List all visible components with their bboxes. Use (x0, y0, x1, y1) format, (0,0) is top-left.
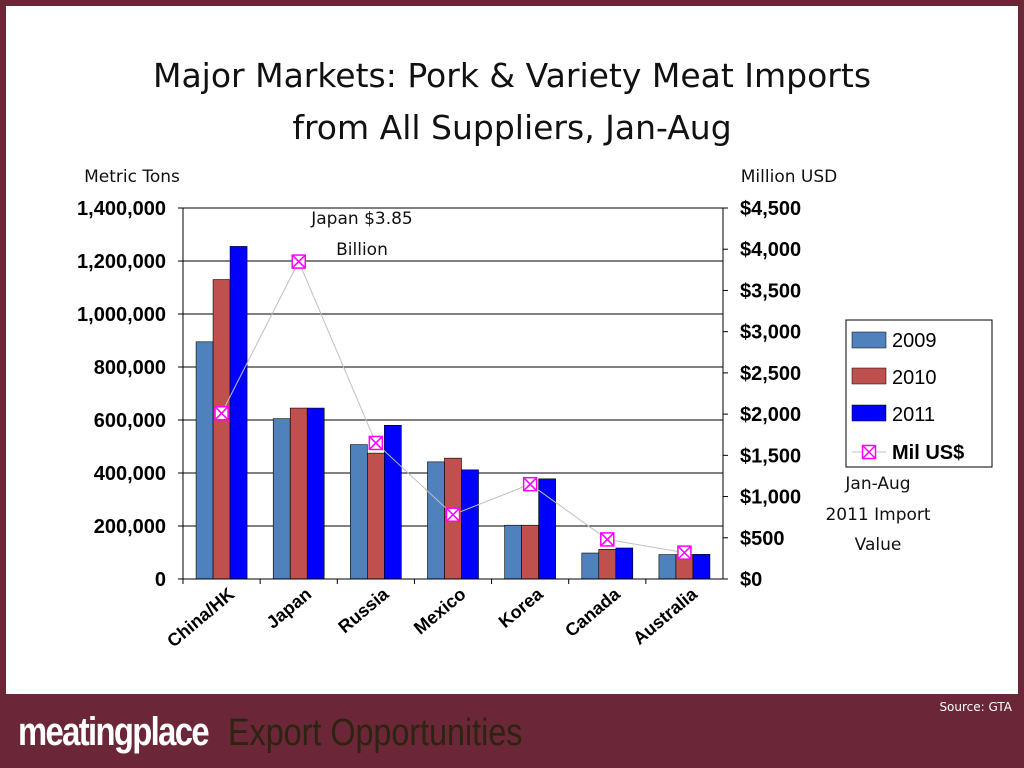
bar-2009-russia (350, 444, 368, 580)
title-line-1: Major Markets: Pork & Variety Meat Impor… (152, 56, 872, 95)
bar-2011-korea (538, 478, 556, 580)
left-tick-label: 600,000 (94, 410, 166, 432)
bar-2010-china-hk (212, 279, 231, 580)
bar-series (182, 246, 711, 584)
line-marker (600, 532, 615, 547)
plot-frame (182, 207, 724, 580)
bar-2009-japan (272, 418, 291, 580)
footer-tagline: Export Opportunities (228, 712, 523, 754)
line-marker (291, 254, 306, 269)
legend-swatch-2010 (851, 367, 887, 385)
category-label: China/HK (163, 584, 238, 651)
legend-marker (861, 444, 877, 460)
right-tick-label: $3,000 (740, 322, 801, 344)
brand-logo: meatingplace (18, 710, 210, 754)
right-axis-ticks: $4,500 $4,000 $3,500 $3,000 $2,500 $2,000 $1,5… (723, 198, 801, 591)
line-marker (214, 406, 229, 421)
line-marker (368, 435, 384, 451)
value-line-series (214, 254, 692, 560)
right-tick-label: $1,500 (740, 445, 801, 467)
source-note: Source: GTA (939, 700, 1012, 714)
category-label: Australia (629, 583, 702, 648)
legend: 2009 2010 2011 Mil US$ (845, 319, 993, 468)
left-tick-label: 1,400,000 (77, 198, 166, 220)
category-label: Korea (495, 583, 548, 632)
left-tick-label: 200,000 (94, 516, 166, 538)
bar-2010-canada (598, 549, 617, 580)
chart-axes (182, 207, 724, 580)
chart: 1,400,000 1,200,000 1,000,000 800,000 600,00… (77, 167, 993, 651)
left-tick-label: 0 (155, 569, 166, 591)
line-marker (522, 476, 538, 492)
category-label: Russia (334, 583, 393, 637)
category-labels: China/HK Japan Russia Mexico Korea Canada Aust… (163, 583, 702, 651)
bar-2011-china-hk (229, 246, 248, 580)
bar-2009-canada (581, 552, 600, 580)
right-tick-label: $2,500 (740, 363, 801, 385)
right-tick-label: $4,000 (740, 239, 801, 261)
left-tick-label: 400,000 (94, 463, 166, 485)
left-tick-label: 800,000 (94, 357, 166, 379)
title-line-2: from All Suppliers, Jan-Aug (292, 108, 732, 147)
right-tick-label: $2,000 (740, 404, 801, 426)
bar-2011-japan (306, 407, 325, 580)
left-axis-ticks: 1,400,000 1,200,000 1,000,000 800,000 600,00… (77, 198, 183, 591)
right-tick-label: $0 (740, 569, 762, 591)
bar-2010-korea (521, 524, 539, 580)
note-line-1: Jan-Aug (844, 474, 910, 494)
right-axis-title: Million USD (741, 167, 837, 187)
line-marker (677, 545, 692, 560)
left-tick-label: 1,200,000 (77, 251, 166, 273)
japan-annotation-line-1: Japan $3.85 (310, 209, 413, 229)
note-line-3: Value (855, 535, 902, 555)
legend-marker-icon (861, 444, 877, 460)
left-tick-label: 1,000,000 (77, 304, 166, 326)
category-label: Canada (561, 583, 624, 641)
bar-2009-mexico (427, 461, 445, 580)
bar-2009-china-hk (195, 341, 214, 580)
slide-title: Major Markets: Pork & Variety Meat Impor… (6, 50, 1018, 154)
note-line-2: 2011 Import (825, 505, 930, 525)
legend-swatch-2009 (851, 331, 887, 349)
legend-label-2009: 2009 (892, 330, 937, 352)
bar-2011-russia (384, 424, 402, 580)
bar-2011-australia (692, 554, 711, 580)
legend-label-2010: 2010 (892, 367, 937, 389)
bar-2011-mexico (461, 469, 479, 580)
legend-label-2011: 2011 (892, 404, 935, 426)
legend-swatch-2011 (851, 404, 887, 422)
footer: Source: GTA meatingplace Export Opportun… (0, 694, 1024, 768)
right-tick-label: $500 (740, 528, 785, 550)
category-label: Japan (263, 584, 316, 633)
bar-2010-russia (367, 452, 385, 580)
left-axis-title: Metric Tons (84, 167, 180, 187)
bar-2011-canada (615, 547, 634, 580)
right-tick-label: $3,500 (740, 280, 801, 302)
legend-label-line: Mil US$ (892, 442, 964, 464)
japan-annotation-line-2: Billion (336, 240, 388, 260)
right-tick-label: $4,500 (740, 198, 801, 220)
line-marker (445, 507, 461, 522)
category-label: Mexico (410, 584, 470, 639)
bar-2010-japan (289, 407, 308, 580)
bar-2009-korea (504, 524, 522, 580)
right-tick-label: $1,000 (740, 487, 801, 509)
bar-2009-australia (658, 554, 677, 580)
